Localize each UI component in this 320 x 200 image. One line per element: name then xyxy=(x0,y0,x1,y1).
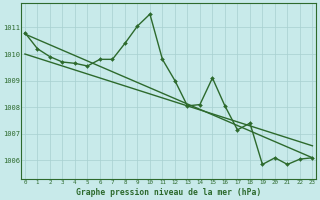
X-axis label: Graphe pression niveau de la mer (hPa): Graphe pression niveau de la mer (hPa) xyxy=(76,188,261,197)
